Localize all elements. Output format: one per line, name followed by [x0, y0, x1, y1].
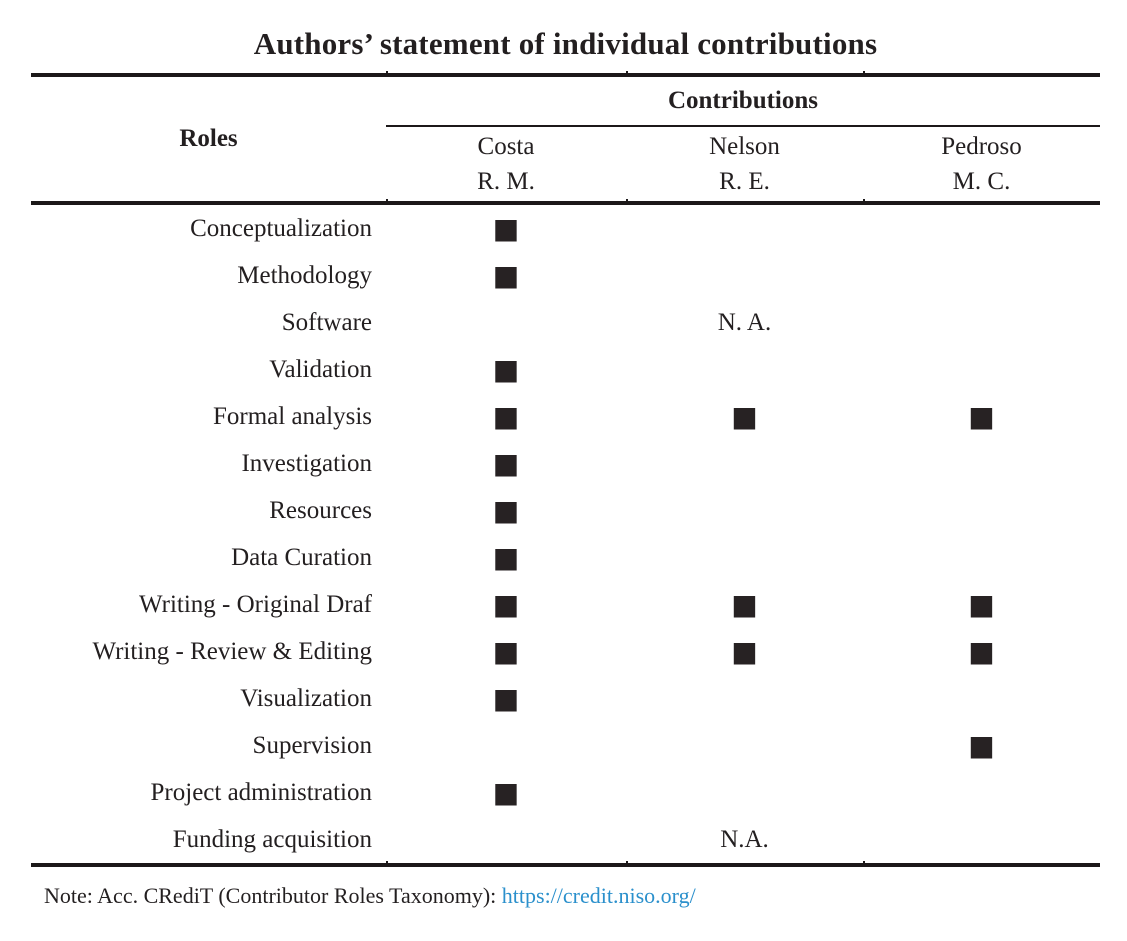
roles-column-header: Roles [179, 125, 238, 152]
document-page: Authors’ statement of individual contrib… [31, 26, 1100, 911]
author-name: Nelson [709, 133, 780, 160]
role-label: Writing - Review & Editing [92, 637, 372, 665]
rule-bottom [31, 861, 1100, 867]
table-row: Supervision ■ [31, 722, 1100, 769]
contribution-square-icon: ■ [731, 400, 758, 433]
contribution-square-icon: ■ [492, 447, 520, 480]
role-label: Data Curation [231, 543, 372, 571]
author-costa: Costa R. M. [386, 129, 626, 199]
role-label: Writing - Original Draf [139, 590, 372, 618]
role-label: Software [281, 308, 372, 336]
contribution-square-icon: ■ [968, 400, 995, 433]
contribution-na-label: N. A. [717, 308, 772, 336]
table-row: Formal analysis ■ ■ ■ [31, 393, 1100, 440]
contribution-square-icon: ■ [968, 588, 995, 621]
table-row: Validation ■ [31, 346, 1100, 393]
contribution-square-icon: ■ [968, 635, 995, 668]
author-pedroso: Pedroso M. C. [863, 129, 1100, 199]
contributions-header: Contributions [667, 87, 819, 114]
table-row: Conceptualization ■ [31, 205, 1100, 252]
table-row: Data Curation ■ [31, 534, 1100, 581]
contribution-square-icon: ■ [492, 682, 520, 715]
role-label: Investigation [241, 449, 372, 477]
contribution-square-icon: ■ [492, 400, 520, 433]
role-label: Resources [269, 496, 372, 524]
contribution-square-icon: ■ [968, 729, 995, 762]
contribution-square-icon: ■ [731, 588, 758, 621]
contribution-square-icon: ■ [492, 494, 520, 527]
author-nelson: Nelson R. E. [626, 129, 863, 199]
contributions-header-group: Contributions Costa R. M. Nelson R. E. P… [386, 77, 1100, 201]
contributions-underline [386, 125, 1100, 127]
role-label: Validation [269, 355, 372, 383]
rule-top [31, 71, 1100, 77]
contribution-square-icon: ■ [492, 541, 520, 574]
table-row: Writing - Review & Editing ■ ■ ■ [31, 628, 1100, 675]
author-initials: R. M. [477, 168, 535, 195]
table-row: Software N. A. [31, 299, 1100, 346]
role-label: Funding acquisition [172, 825, 372, 853]
role-label: Visualization [240, 684, 372, 712]
contribution-square-icon: ■ [492, 212, 520, 245]
author-initials: R. E. [719, 168, 770, 195]
role-label: Project administration [150, 778, 372, 806]
author-name: Costa [477, 133, 535, 160]
role-label: Supervision [252, 731, 372, 759]
table-row: Investigation ■ [31, 440, 1100, 487]
authors-row: Costa R. M. Nelson R. E. Pedroso M. C. [386, 127, 1100, 201]
footnote-text: Note: Acc. CRediT (Contributor Roles Tax… [44, 883, 502, 908]
page-title: Authors’ statement of individual contrib… [253, 26, 878, 61]
contribution-square-icon: ■ [492, 353, 520, 386]
contribution-square-icon: ■ [492, 635, 520, 668]
table-row: Visualization ■ [31, 675, 1100, 722]
role-label: Formal analysis [212, 402, 372, 430]
table-row: Project administration ■ [31, 769, 1100, 816]
rule-header-bottom [31, 199, 1100, 205]
contribution-square-icon: ■ [492, 259, 520, 292]
table-row: Funding acquisition N.A. [31, 816, 1100, 863]
author-initials: M. C. [952, 168, 1011, 195]
contribution-square-icon: ■ [492, 588, 520, 621]
footnote-link[interactable]: https://credit.niso.org/ [501, 883, 696, 908]
contribution-na-label: N.A. [720, 825, 769, 853]
role-label: Methodology [237, 261, 372, 289]
contribution-square-icon: ■ [492, 776, 520, 809]
footnote: Note: Acc. CRediT (Contributor Roles Tax… [31, 881, 1100, 911]
contribution-square-icon: ■ [731, 635, 758, 668]
table-row: Writing - Original Draf ■ ■ ■ [31, 581, 1100, 628]
table-row: Resources ■ [31, 487, 1100, 534]
table-header: Roles Contributions Costa R. M. Nelson R… [31, 77, 1100, 201]
table-row: Methodology ■ [31, 252, 1100, 299]
author-name: Pedroso [941, 133, 1022, 160]
table-body: Conceptualization ■ Methodology ■ Software N.… [31, 205, 1100, 863]
role-label: Conceptualization [190, 214, 372, 242]
